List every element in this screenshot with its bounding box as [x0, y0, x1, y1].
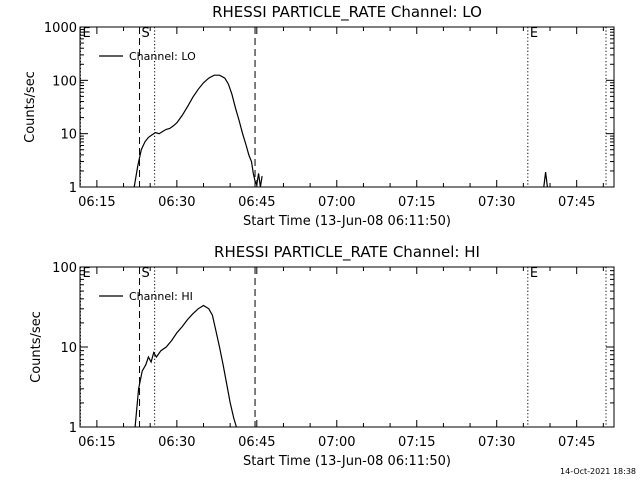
marker-label: E	[82, 266, 90, 281]
x-tick-label: 07:45	[558, 435, 595, 450]
y-tick-label: 1000	[44, 21, 77, 36]
data-series-line	[134, 304, 237, 428]
marker-label: E	[82, 26, 90, 41]
x-axis-label: Start Time (13-Jun-08 06:11:50)	[243, 454, 451, 469]
chart-panel-hi: RHESSI PARTICLE_RATE Channel: HI 06:15 06:…	[29, 243, 615, 469]
x-tick-label: 07:30	[478, 435, 515, 450]
marker-label: E	[530, 266, 538, 281]
y-axis-label: Counts/sec	[29, 311, 44, 383]
x-tick-label: 07:15	[398, 435, 435, 450]
y-tick-label: 1	[69, 181, 77, 196]
x-tick-label: 06:30	[158, 195, 195, 210]
y-tick-label: 10	[60, 341, 77, 356]
chart-panel-lo: RHESSI PARTICLE_RATE Channel: LO 06:15 06:…	[23, 3, 615, 229]
x-tick-label: 06:30	[158, 435, 195, 450]
y-axis-label: Counts/sec	[23, 71, 38, 143]
x-tick-label: 06:45	[238, 195, 275, 210]
y-tick-label: 10	[60, 128, 77, 143]
x-axis-label: Start Time (13-Jun-08 06:11:50)	[243, 214, 451, 229]
y-tick-label: 1	[69, 421, 77, 436]
chart-title: RHESSI PARTICLE_RATE Channel: LO	[212, 3, 482, 22]
chart-title: RHESSI PARTICLE_RATE Channel: HI	[214, 243, 480, 262]
data-series-line	[133, 74, 263, 188]
y-tick-label: 100	[52, 261, 77, 276]
timestamp-label: 14-Oct-2021 18:38	[560, 467, 636, 476]
x-tick-label: 07:30	[478, 195, 515, 210]
marker-label: E	[530, 26, 538, 41]
plot-frame	[79, 26, 615, 188]
x-tick-label: 06:15	[78, 195, 115, 210]
x-tick-label: 07:15	[398, 195, 435, 210]
legend-label: Channel: HI	[129, 290, 193, 303]
x-tick-label: 06:15	[78, 435, 115, 450]
x-tick-label: 07:00	[318, 195, 355, 210]
x-tick-label: 07:00	[318, 435, 355, 450]
x-tick-label: 06:45	[238, 435, 275, 450]
marker-label: S	[142, 26, 150, 41]
marker-label: S	[142, 266, 150, 281]
legend-label: Channel: LO	[129, 50, 196, 63]
y-tick-label: 100	[52, 74, 77, 89]
data-series-line	[543, 172, 548, 188]
x-tick-label: 07:45	[558, 195, 595, 210]
